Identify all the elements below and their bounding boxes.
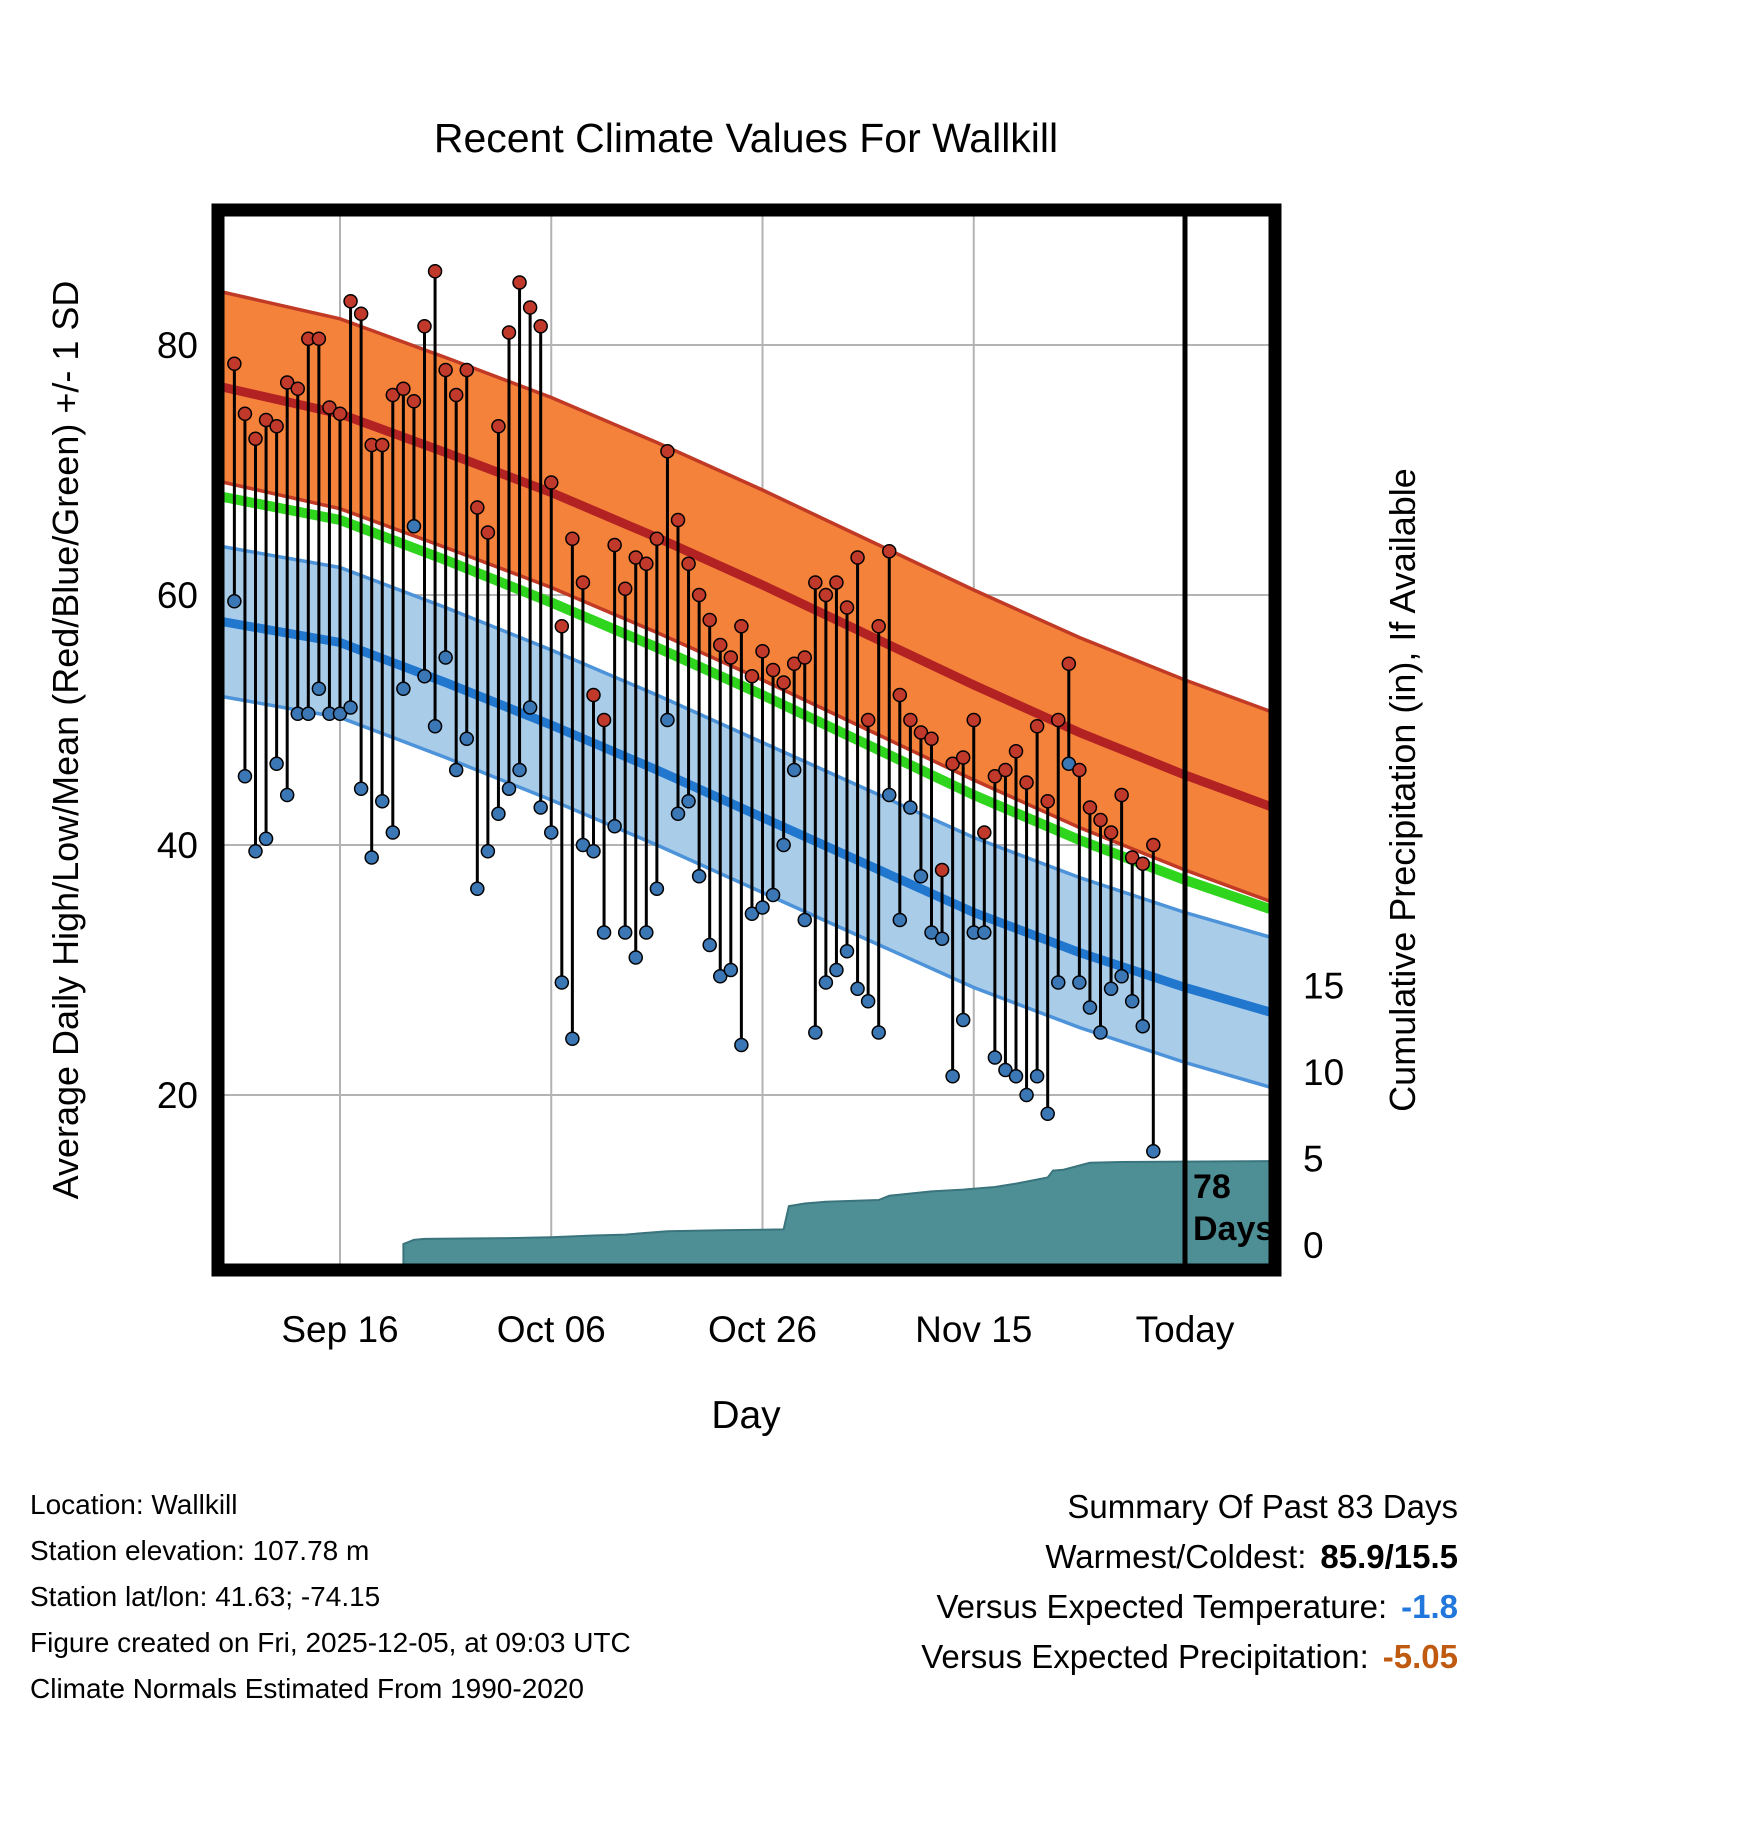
svg-text:10: 10 bbox=[1303, 1052, 1344, 1093]
svg-text:Oct 26: Oct 26 bbox=[708, 1309, 817, 1350]
daily-dots bbox=[227, 264, 1161, 1159]
station-info: Location: Wallkill Station elevation: 10… bbox=[30, 1482, 631, 1712]
station-location: Location: Wallkill bbox=[30, 1489, 238, 1520]
x-axis-label: Day bbox=[711, 1394, 781, 1437]
svg-text:80: 80 bbox=[157, 325, 198, 366]
summary-vs-temp-label: Versus Expected Temperature: bbox=[936, 1588, 1388, 1625]
station-latlon: Station lat/lon: 41.63; -74.15 bbox=[30, 1581, 381, 1612]
summary-vs-precip-value: -5.05 bbox=[1382, 1638, 1458, 1675]
svg-text:Today: Today bbox=[1136, 1309, 1235, 1350]
summary-vs-precip-label: Versus Expected Precipitation: bbox=[921, 1638, 1369, 1675]
svg-text:Days: Days bbox=[1193, 1210, 1274, 1248]
axis-labels: Recent Climate Values For Wallkill 20 40 60… bbox=[45, 115, 1423, 1437]
svg-text:5: 5 bbox=[1303, 1139, 1324, 1180]
normals-note: Climate Normals Estimated From 1990-2020 bbox=[30, 1673, 584, 1704]
summary-vs-temp-row: Versus Expected Temperature: -1.8 bbox=[921, 1582, 1458, 1632]
svg-text:Oct 06: Oct 06 bbox=[497, 1309, 606, 1350]
svg-text:Sep 16: Sep 16 bbox=[281, 1309, 398, 1350]
summary-warmest-label: Warmest/Coldest: bbox=[1045, 1538, 1307, 1575]
svg-text:15: 15 bbox=[1303, 966, 1344, 1007]
svg-text:40: 40 bbox=[157, 825, 198, 866]
svg-text:0: 0 bbox=[1303, 1225, 1324, 1266]
svg-text:20: 20 bbox=[157, 1075, 198, 1116]
right-y-axis-label: Cumulative Precipitation (in), If Availa… bbox=[1382, 468, 1423, 1112]
plot-content: 78 Days bbox=[218, 210, 1275, 1270]
daily-high-low-lines bbox=[232, 271, 1155, 1152]
figure-created: Figure created on Fri, 2025-12-05, at 09… bbox=[30, 1627, 631, 1658]
summary-warmest-row: Warmest/Coldest: 85.9/15.5 bbox=[921, 1532, 1458, 1582]
summary-vs-precip-row: Versus Expected Precipitation: -5.05 bbox=[921, 1632, 1458, 1682]
station-elevation: Station elevation: 107.78 m bbox=[30, 1535, 370, 1566]
summary-title: Summary Of Past 83 Days bbox=[1067, 1488, 1458, 1525]
chart-title: Recent Climate Values For Wallkill bbox=[434, 115, 1058, 161]
left-y-axis-label: Average Daily High/Low/Mean (Red/Blue/Gr… bbox=[45, 281, 86, 1200]
svg-text:Nov 15: Nov 15 bbox=[915, 1309, 1032, 1350]
precip-cumulative-area bbox=[402, 1160, 1275, 1269]
svg-text:60: 60 bbox=[157, 575, 198, 616]
days-count-label: 78 bbox=[1193, 1168, 1231, 1206]
today-marker: 78 Days bbox=[1182, 210, 1274, 1270]
climate-chart: 78 Days Recent Climate Values For Wallkill… bbox=[45, 115, 1423, 1437]
plot-border bbox=[211, 203, 1282, 1277]
normal-high-line bbox=[218, 381, 1275, 813]
summary-warmest-value: 85.9/15.5 bbox=[1320, 1538, 1458, 1575]
summary-panel: Summary Of Past 83 Days Warmest/Coldest:… bbox=[921, 1482, 1458, 1682]
summary-vs-temp-value: -1.8 bbox=[1401, 1588, 1458, 1625]
